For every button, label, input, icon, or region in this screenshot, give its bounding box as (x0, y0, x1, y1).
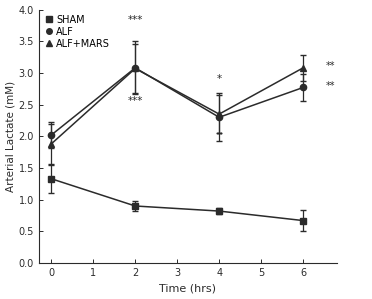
Text: **: ** (326, 61, 336, 71)
X-axis label: Time (hrs): Time (hrs) (159, 283, 216, 293)
Text: ***: *** (128, 96, 143, 106)
Text: ***: *** (128, 15, 143, 25)
Text: **: ** (326, 81, 336, 91)
Text: *: * (217, 131, 222, 141)
Y-axis label: Arterial Lactate (mM): Arterial Lactate (mM) (6, 81, 16, 192)
Legend: SHAM, ALF, ALF+MARS: SHAM, ALF, ALF+MARS (45, 15, 110, 48)
Text: *: * (217, 74, 222, 84)
